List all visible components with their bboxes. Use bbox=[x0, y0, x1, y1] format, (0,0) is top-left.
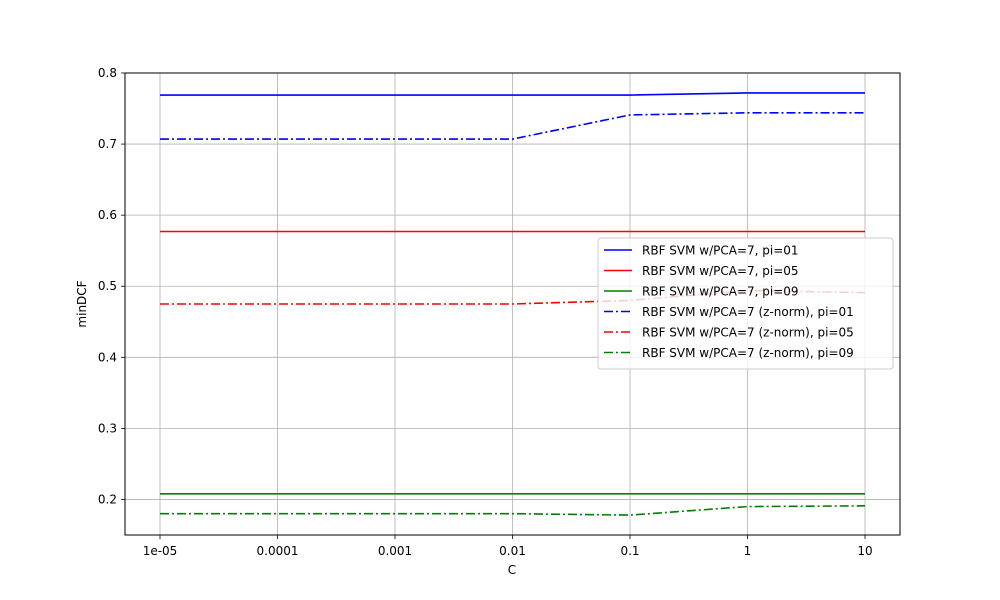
x-tick-label: 1e-05 bbox=[143, 544, 178, 558]
y-tick-label: 0.8 bbox=[98, 66, 117, 80]
series-line-1 bbox=[160, 92, 865, 96]
x-tick-label: 0.01 bbox=[499, 544, 526, 558]
legend-label: RBF SVM w/PCA=7, pi=01 bbox=[642, 244, 799, 258]
x-tick-label: 1 bbox=[744, 544, 752, 558]
y-tick-label: 0.7 bbox=[98, 137, 117, 151]
x-ticks: 1e-05 0.0001 0.001 0.01 0.1 1 10 bbox=[143, 535, 873, 558]
y-tick-label: 0.3 bbox=[98, 421, 117, 435]
legend-label: RBF SVM w/PCA=7, pi=09 bbox=[642, 285, 799, 299]
y-axis-label: minDCF bbox=[75, 280, 89, 327]
y-ticks: 0.2 0.3 0.4 0.5 0.6 0.7 0.8 bbox=[98, 66, 125, 506]
legend-label: RBF SVM w/PCA=7 (z-norm), pi=01 bbox=[642, 305, 854, 319]
legend-label: RBF SVM w/PCA=7 (z-norm), pi=09 bbox=[642, 346, 854, 360]
legend-label: RBF SVM w/PCA=7, pi=05 bbox=[642, 264, 799, 278]
x-axis-label: C bbox=[508, 563, 516, 577]
y-tick-label: 0.2 bbox=[98, 492, 117, 506]
x-tick-label: 0.0001 bbox=[257, 544, 299, 558]
legend: RBF SVM w/PCA=7, pi=01 RBF SVM w/PCA=7, p… bbox=[597, 237, 894, 370]
x-tick-label: 0.1 bbox=[620, 544, 639, 558]
y-tick-label: 0.5 bbox=[98, 279, 117, 293]
series-line-5 bbox=[160, 289, 866, 305]
series-line-4 bbox=[160, 112, 865, 140]
legend-box bbox=[597, 237, 894, 370]
y-tick-label: 0.6 bbox=[98, 208, 117, 222]
legend-label: RBF SVM w/PCA=7 (z-norm), pi=05 bbox=[642, 326, 854, 340]
series-layer bbox=[160, 92, 866, 516]
y-tick-label: 0.4 bbox=[98, 350, 117, 364]
x-tick-label: 10 bbox=[857, 544, 872, 558]
x-tick-label: 0.001 bbox=[378, 544, 412, 558]
series-line-6 bbox=[160, 505, 866, 516]
